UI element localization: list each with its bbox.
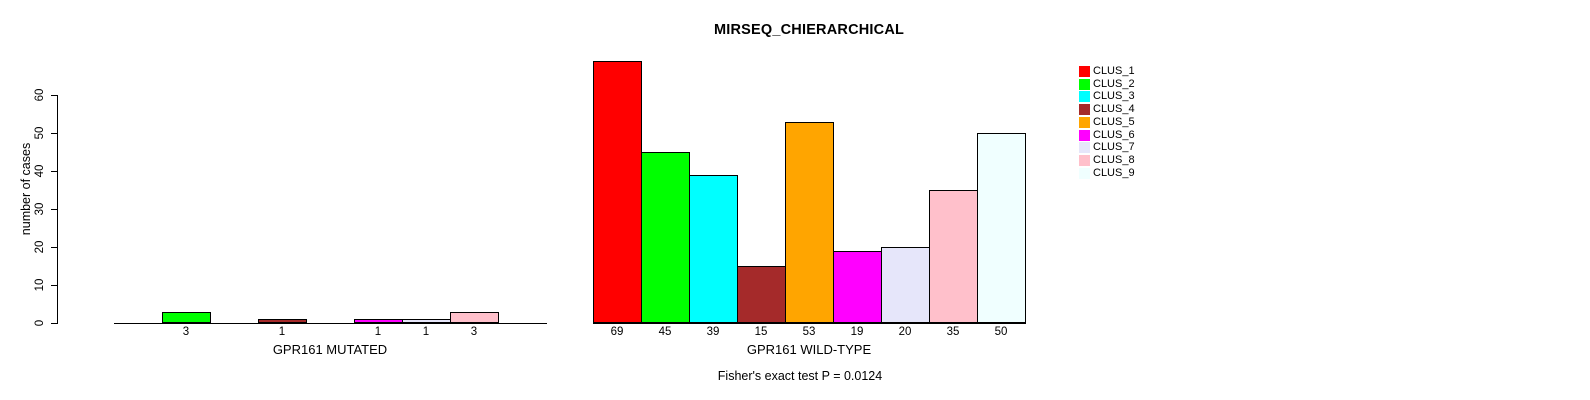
bar-CLUS_6 bbox=[833, 251, 882, 323]
y-tick-label: 0 bbox=[34, 319, 46, 327]
legend-label: CLUS_7 bbox=[1093, 141, 1135, 154]
y-tick bbox=[51, 323, 57, 324]
y-tick-label: 60 bbox=[34, 88, 46, 102]
bar-CLUS_7 bbox=[402, 319, 451, 323]
y-tick bbox=[51, 285, 57, 286]
legend-item-CLUS_1: CLUS_1 bbox=[1079, 65, 1149, 77]
bar-CLUS_4 bbox=[258, 319, 307, 323]
legend-label: CLUS_1 bbox=[1093, 65, 1135, 77]
bar-value-label: 3 bbox=[470, 326, 478, 338]
bar-value-label: 20 bbox=[898, 326, 912, 338]
bar-CLUS_7 bbox=[881, 247, 930, 323]
x-axis-label-mutated: GPR161 MUTATED bbox=[272, 342, 388, 357]
legend-item-CLUS_8: CLUS_8 bbox=[1079, 154, 1149, 166]
legend-label: CLUS_6 bbox=[1093, 128, 1135, 141]
legend-label: CLUS_8 bbox=[1093, 153, 1135, 166]
bar-CLUS_1 bbox=[593, 61, 642, 323]
bar-value-label: 39 bbox=[706, 326, 720, 338]
legend-swatch-CLUS_6 bbox=[1079, 129, 1090, 141]
fisher-test-annotation: Fisher's exact test P = 0.0124 bbox=[717, 369, 883, 383]
bar-CLUS_6 bbox=[354, 319, 403, 323]
y-tick bbox=[51, 209, 57, 210]
legend-swatch-CLUS_3 bbox=[1079, 91, 1090, 103]
y-tick-label: 50 bbox=[34, 126, 46, 140]
bar-value-label: 45 bbox=[658, 326, 672, 338]
bar-value-label: 1 bbox=[278, 326, 286, 338]
legend-item-CLUS_5: CLUS_5 bbox=[1079, 116, 1149, 128]
bar-value-label: 35 bbox=[946, 326, 960, 338]
y-tick-label: 10 bbox=[34, 278, 46, 292]
bar-value-label: 1 bbox=[374, 326, 382, 338]
y-tick bbox=[51, 171, 57, 172]
y-tick bbox=[51, 95, 57, 96]
legend-swatch-CLUS_7 bbox=[1079, 142, 1090, 154]
bar-value-label: 69 bbox=[610, 326, 624, 338]
bar-CLUS_8 bbox=[929, 190, 978, 323]
bar-CLUS_2 bbox=[162, 312, 211, 323]
bar-value-label: 50 bbox=[994, 326, 1008, 338]
bar-CLUS_4 bbox=[737, 266, 786, 323]
bar-CLUS_9 bbox=[977, 133, 1026, 323]
y-axis-label: number of cases bbox=[19, 142, 33, 236]
legend-swatch-CLUS_1 bbox=[1079, 66, 1090, 77]
bar-value-label: 19 bbox=[850, 326, 864, 338]
legend-swatch-CLUS_2 bbox=[1079, 78, 1090, 90]
legend-label: CLUS_5 bbox=[1093, 115, 1135, 128]
chart-title: MIRSEQ_CHIERARCHICAL bbox=[713, 22, 905, 38]
bar-CLUS_3 bbox=[689, 175, 738, 323]
bar-CLUS_8 bbox=[450, 312, 499, 323]
legend-label: CLUS_9 bbox=[1093, 166, 1135, 179]
legend-swatch-CLUS_8 bbox=[1079, 154, 1090, 166]
legend-label: CLUS_2 bbox=[1093, 77, 1135, 90]
legend-item-CLUS_2: CLUS_2 bbox=[1079, 78, 1149, 90]
bar-value-label: 1 bbox=[422, 326, 430, 338]
y-tick-label: 40 bbox=[34, 164, 46, 178]
legend-label: CLUS_4 bbox=[1093, 103, 1135, 116]
bar-value-label: 15 bbox=[754, 326, 768, 338]
x-axis-label-wildtype: GPR161 WILD-TYPE bbox=[746, 342, 872, 357]
x-axis-line bbox=[593, 323, 1026, 324]
legend-swatch-CLUS_5 bbox=[1079, 116, 1090, 128]
legend-item-CLUS_7: CLUS_7 bbox=[1079, 141, 1149, 154]
y-tick bbox=[51, 247, 57, 248]
bar-value-label: 3 bbox=[182, 326, 190, 338]
legend-label: CLUS_3 bbox=[1093, 90, 1135, 103]
legend-item-CLUS_9: CLUS_9 bbox=[1079, 167, 1149, 179]
bar-value-label: 53 bbox=[802, 326, 816, 338]
y-axis-line bbox=[57, 95, 58, 324]
legend-item-CLUS_6: CLUS_6 bbox=[1079, 129, 1149, 141]
bar-CLUS_5 bbox=[785, 122, 834, 323]
legend-item-CLUS_4: CLUS_4 bbox=[1079, 103, 1149, 116]
legend-item-CLUS_3: CLUS_3 bbox=[1079, 90, 1149, 103]
legend-swatch-CLUS_4 bbox=[1079, 104, 1090, 116]
bar-CLUS_2 bbox=[641, 152, 690, 323]
legend-swatch-CLUS_9 bbox=[1079, 167, 1090, 179]
y-tick-label: 30 bbox=[34, 202, 46, 216]
y-tick-label: 20 bbox=[34, 240, 46, 254]
x-axis-line bbox=[114, 323, 547, 324]
y-tick bbox=[51, 133, 57, 134]
